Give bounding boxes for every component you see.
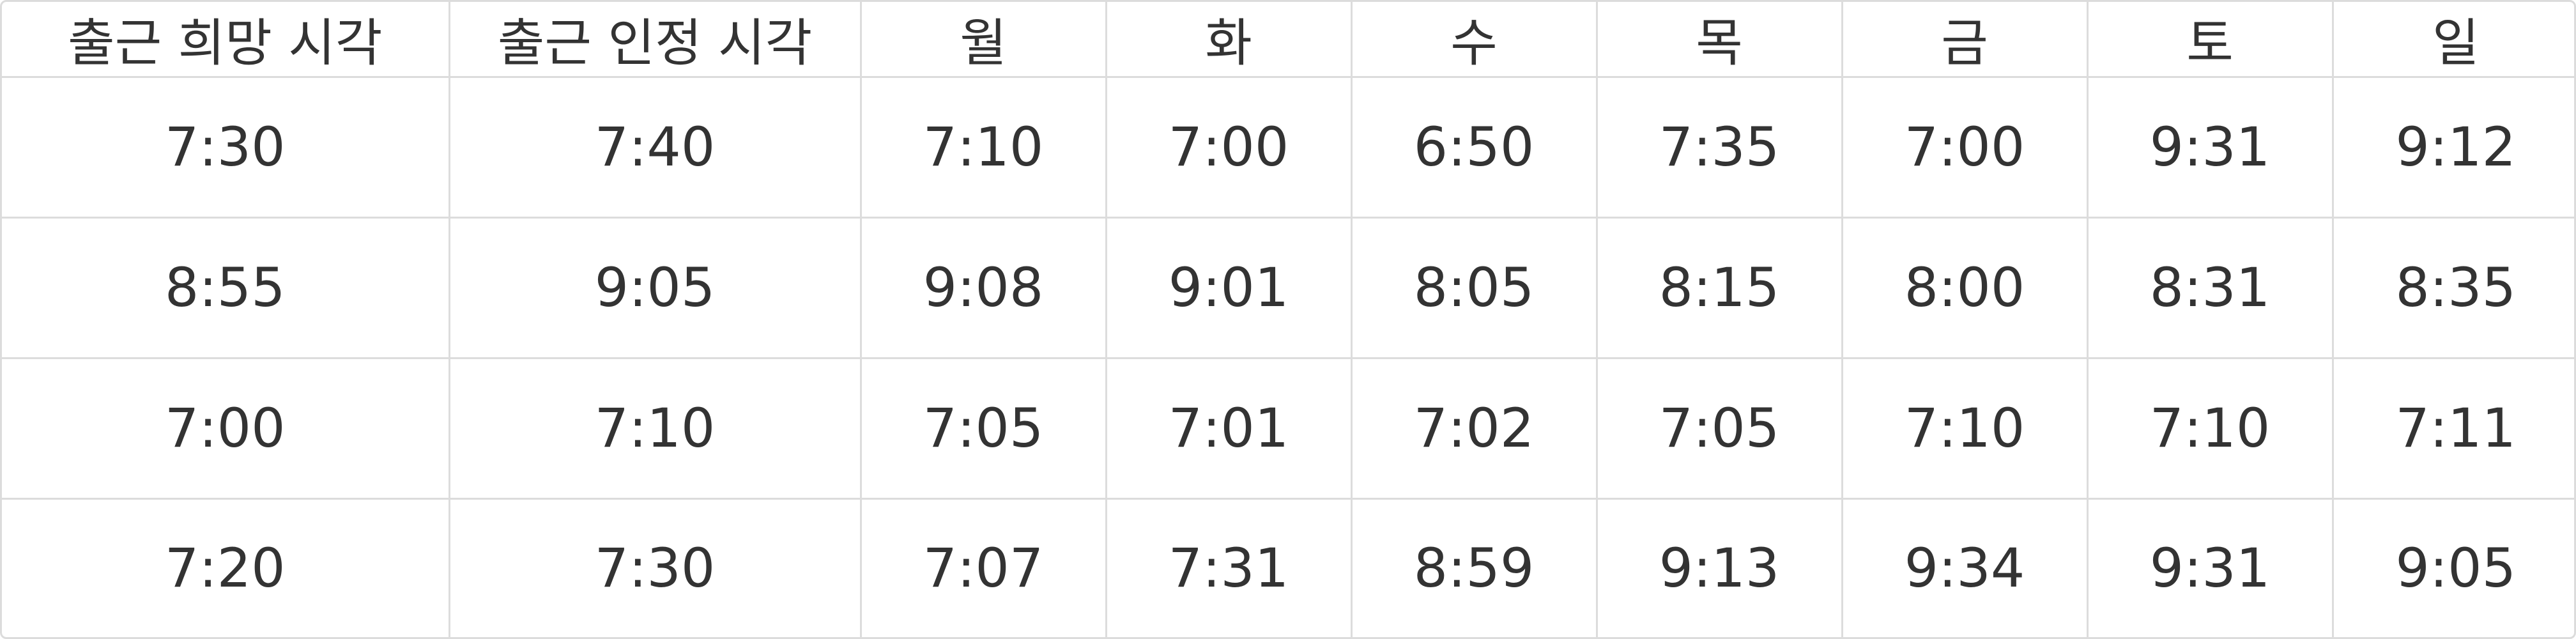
header-fri: 금 — [1841, 2, 2089, 78]
table-cell: 8:35 — [2331, 216, 2574, 359]
table-cell: 7:05 — [859, 357, 1107, 500]
table-cell: 7:35 — [1595, 76, 1843, 219]
table-row: 7:00 7:10 7:05 7:01 7:02 7:05 7:10 7:10 … — [2, 357, 2574, 500]
table-cell: 7:00 — [1841, 76, 2089, 219]
table-cell: 9:34 — [1841, 497, 2089, 637]
table-row: 7:20 7:30 7:07 7:31 8:59 9:13 9:34 9:31 … — [2, 497, 2574, 637]
table-cell: 7:05 — [1595, 357, 1843, 500]
table-cell: 7:20 — [2, 497, 450, 637]
header-mon: 월 — [859, 2, 1107, 78]
header-sun: 일 — [2331, 2, 2574, 78]
table-cell: 8:59 — [1350, 497, 1598, 637]
table-cell: 9:05 — [448, 216, 862, 359]
table-cell: 7:02 — [1350, 357, 1598, 500]
table-cell: 7:31 — [1105, 497, 1353, 637]
table-cell: 7:10 — [1841, 357, 2089, 500]
header-recognized-time: 출근 인정 시각 — [448, 2, 862, 78]
table-cell: 7:10 — [859, 76, 1107, 219]
table-cell: 7:07 — [859, 497, 1107, 637]
table-cell: 7:30 — [448, 497, 862, 637]
table-cell: 7:10 — [448, 357, 862, 500]
table-row: 8:55 9:05 9:08 9:01 8:05 8:15 8:00 8:31 … — [2, 216, 2574, 359]
table-cell: 8:55 — [2, 216, 450, 359]
table-row: 7:30 7:40 7:10 7:00 6:50 7:35 7:00 9:31 … — [2, 76, 2574, 219]
table-cell: 7:30 — [2, 76, 450, 219]
table-cell: 9:12 — [2331, 76, 2574, 219]
table-cell: 7:00 — [2, 357, 450, 500]
table-cell: 9:13 — [1595, 497, 1843, 637]
table-cell: 6:50 — [1350, 76, 1598, 219]
table-cell: 9:05 — [2331, 497, 2574, 637]
table-cell: 7:10 — [2086, 357, 2334, 500]
header-sat: 토 — [2086, 2, 2334, 78]
table-cell: 8:31 — [2086, 216, 2334, 359]
table-cell: 7:11 — [2331, 357, 2574, 500]
table-cell: 9:08 — [859, 216, 1107, 359]
header-thu: 목 — [1595, 2, 1843, 78]
table-cell: 9:31 — [2086, 76, 2334, 219]
table-cell: 8:05 — [1350, 216, 1598, 359]
table-cell: 7:40 — [448, 76, 862, 219]
table-cell: 8:15 — [1595, 216, 1843, 359]
table-header-row: 출근 희망 시각 출근 인정 시각 월 화 수 목 금 토 일 — [2, 2, 2574, 78]
header-wed: 수 — [1350, 2, 1598, 78]
table-cell: 9:31 — [2086, 497, 2334, 637]
table-cell: 7:00 — [1105, 76, 1353, 219]
table-cell: 8:00 — [1841, 216, 2089, 359]
header-desired-time: 출근 희망 시각 — [2, 2, 450, 78]
table-cell: 9:01 — [1105, 216, 1353, 359]
table-cell: 7:01 — [1105, 357, 1353, 500]
header-tue: 화 — [1105, 2, 1353, 78]
